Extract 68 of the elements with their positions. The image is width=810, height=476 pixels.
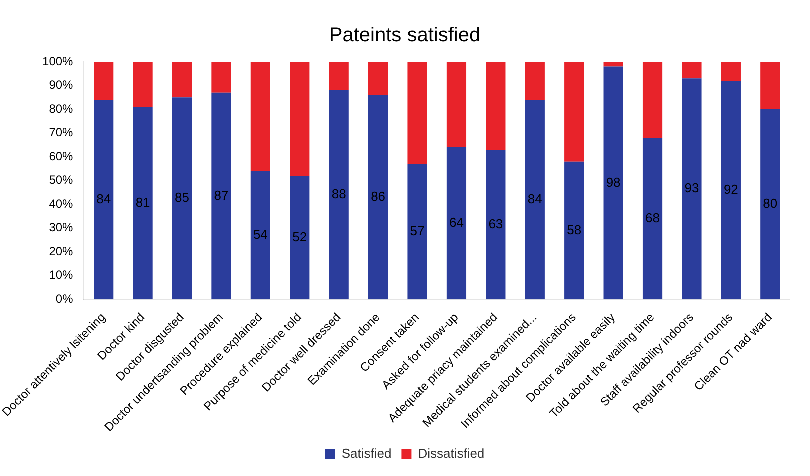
- data-label: 57: [410, 224, 425, 239]
- data-label: 68: [646, 210, 660, 226]
- bar: [682, 62, 702, 79]
- bar: [446, 148, 467, 300]
- bar: [525, 62, 545, 100]
- y-tick-label: 90%: [49, 78, 74, 92]
- chart-title: Pateints satisfied: [329, 24, 481, 47]
- data-label: 80: [763, 196, 778, 212]
- y-tick-label: 0%: [56, 292, 74, 306]
- data-label: 88: [332, 186, 346, 202]
- y-tick-label: 50%: [49, 173, 74, 188]
- bar: [682, 78, 702, 300]
- bar: [290, 62, 310, 176]
- bar: [760, 110, 780, 300]
- bar: [172, 98, 192, 300]
- bar: [290, 176, 310, 300]
- bar: [604, 62, 624, 67]
- bar: [721, 62, 741, 82]
- bar: [604, 66, 624, 300]
- bar: [486, 150, 506, 300]
- y-tick-label: 20%: [49, 244, 74, 258]
- bar: [368, 62, 388, 96]
- data-label: 64: [449, 215, 464, 230]
- bar: [564, 62, 584, 162]
- y-tick-label: 60%: [49, 149, 74, 164]
- data-label: 92: [724, 182, 738, 197]
- bar: [408, 62, 428, 164]
- bar: [94, 100, 114, 300]
- data-label: 85: [175, 190, 190, 206]
- bar: [329, 62, 349, 91]
- y-tick-label: 100%: [42, 54, 74, 68]
- data-label: 52: [292, 229, 308, 244]
- data-label: 87: [214, 188, 229, 203]
- bar: [642, 62, 663, 138]
- bar: [250, 171, 270, 300]
- bar: [133, 62, 153, 108]
- data-label: 98: [606, 174, 621, 190]
- bar: [446, 62, 467, 148]
- bar: [212, 92, 232, 300]
- y-tick-label: 40%: [49, 196, 74, 211]
- data-label: 86: [371, 189, 386, 204]
- y-tick-label: 70%: [49, 126, 74, 140]
- y-tick-label: 10%: [49, 268, 74, 282]
- bar: [368, 95, 388, 300]
- bar: [721, 81, 741, 300]
- data-label: 54: [253, 227, 268, 242]
- y-tick-label: 80%: [49, 102, 74, 116]
- bar: [250, 62, 270, 172]
- bar: [133, 107, 153, 300]
- bar: [564, 162, 584, 300]
- bar: [760, 62, 780, 110]
- data-label: 93: [684, 180, 700, 196]
- bar: [212, 62, 232, 93]
- data-label: 84: [528, 191, 542, 206]
- data-label: 58: [567, 222, 582, 238]
- y-tick-label: 30%: [49, 220, 74, 235]
- bar: [525, 100, 545, 300]
- legend-label: Satisfied: [342, 446, 392, 462]
- bar: [486, 62, 506, 150]
- bar: [94, 62, 114, 100]
- data-label: 63: [488, 216, 504, 232]
- bar: [408, 164, 428, 300]
- data-label: 81: [136, 194, 150, 210]
- bar: [329, 90, 349, 300]
- bar: [172, 62, 192, 98]
- bar: [642, 138, 663, 300]
- legend-label: Dissatisfied: [418, 446, 485, 462]
- data-label: 84: [96, 191, 112, 206]
